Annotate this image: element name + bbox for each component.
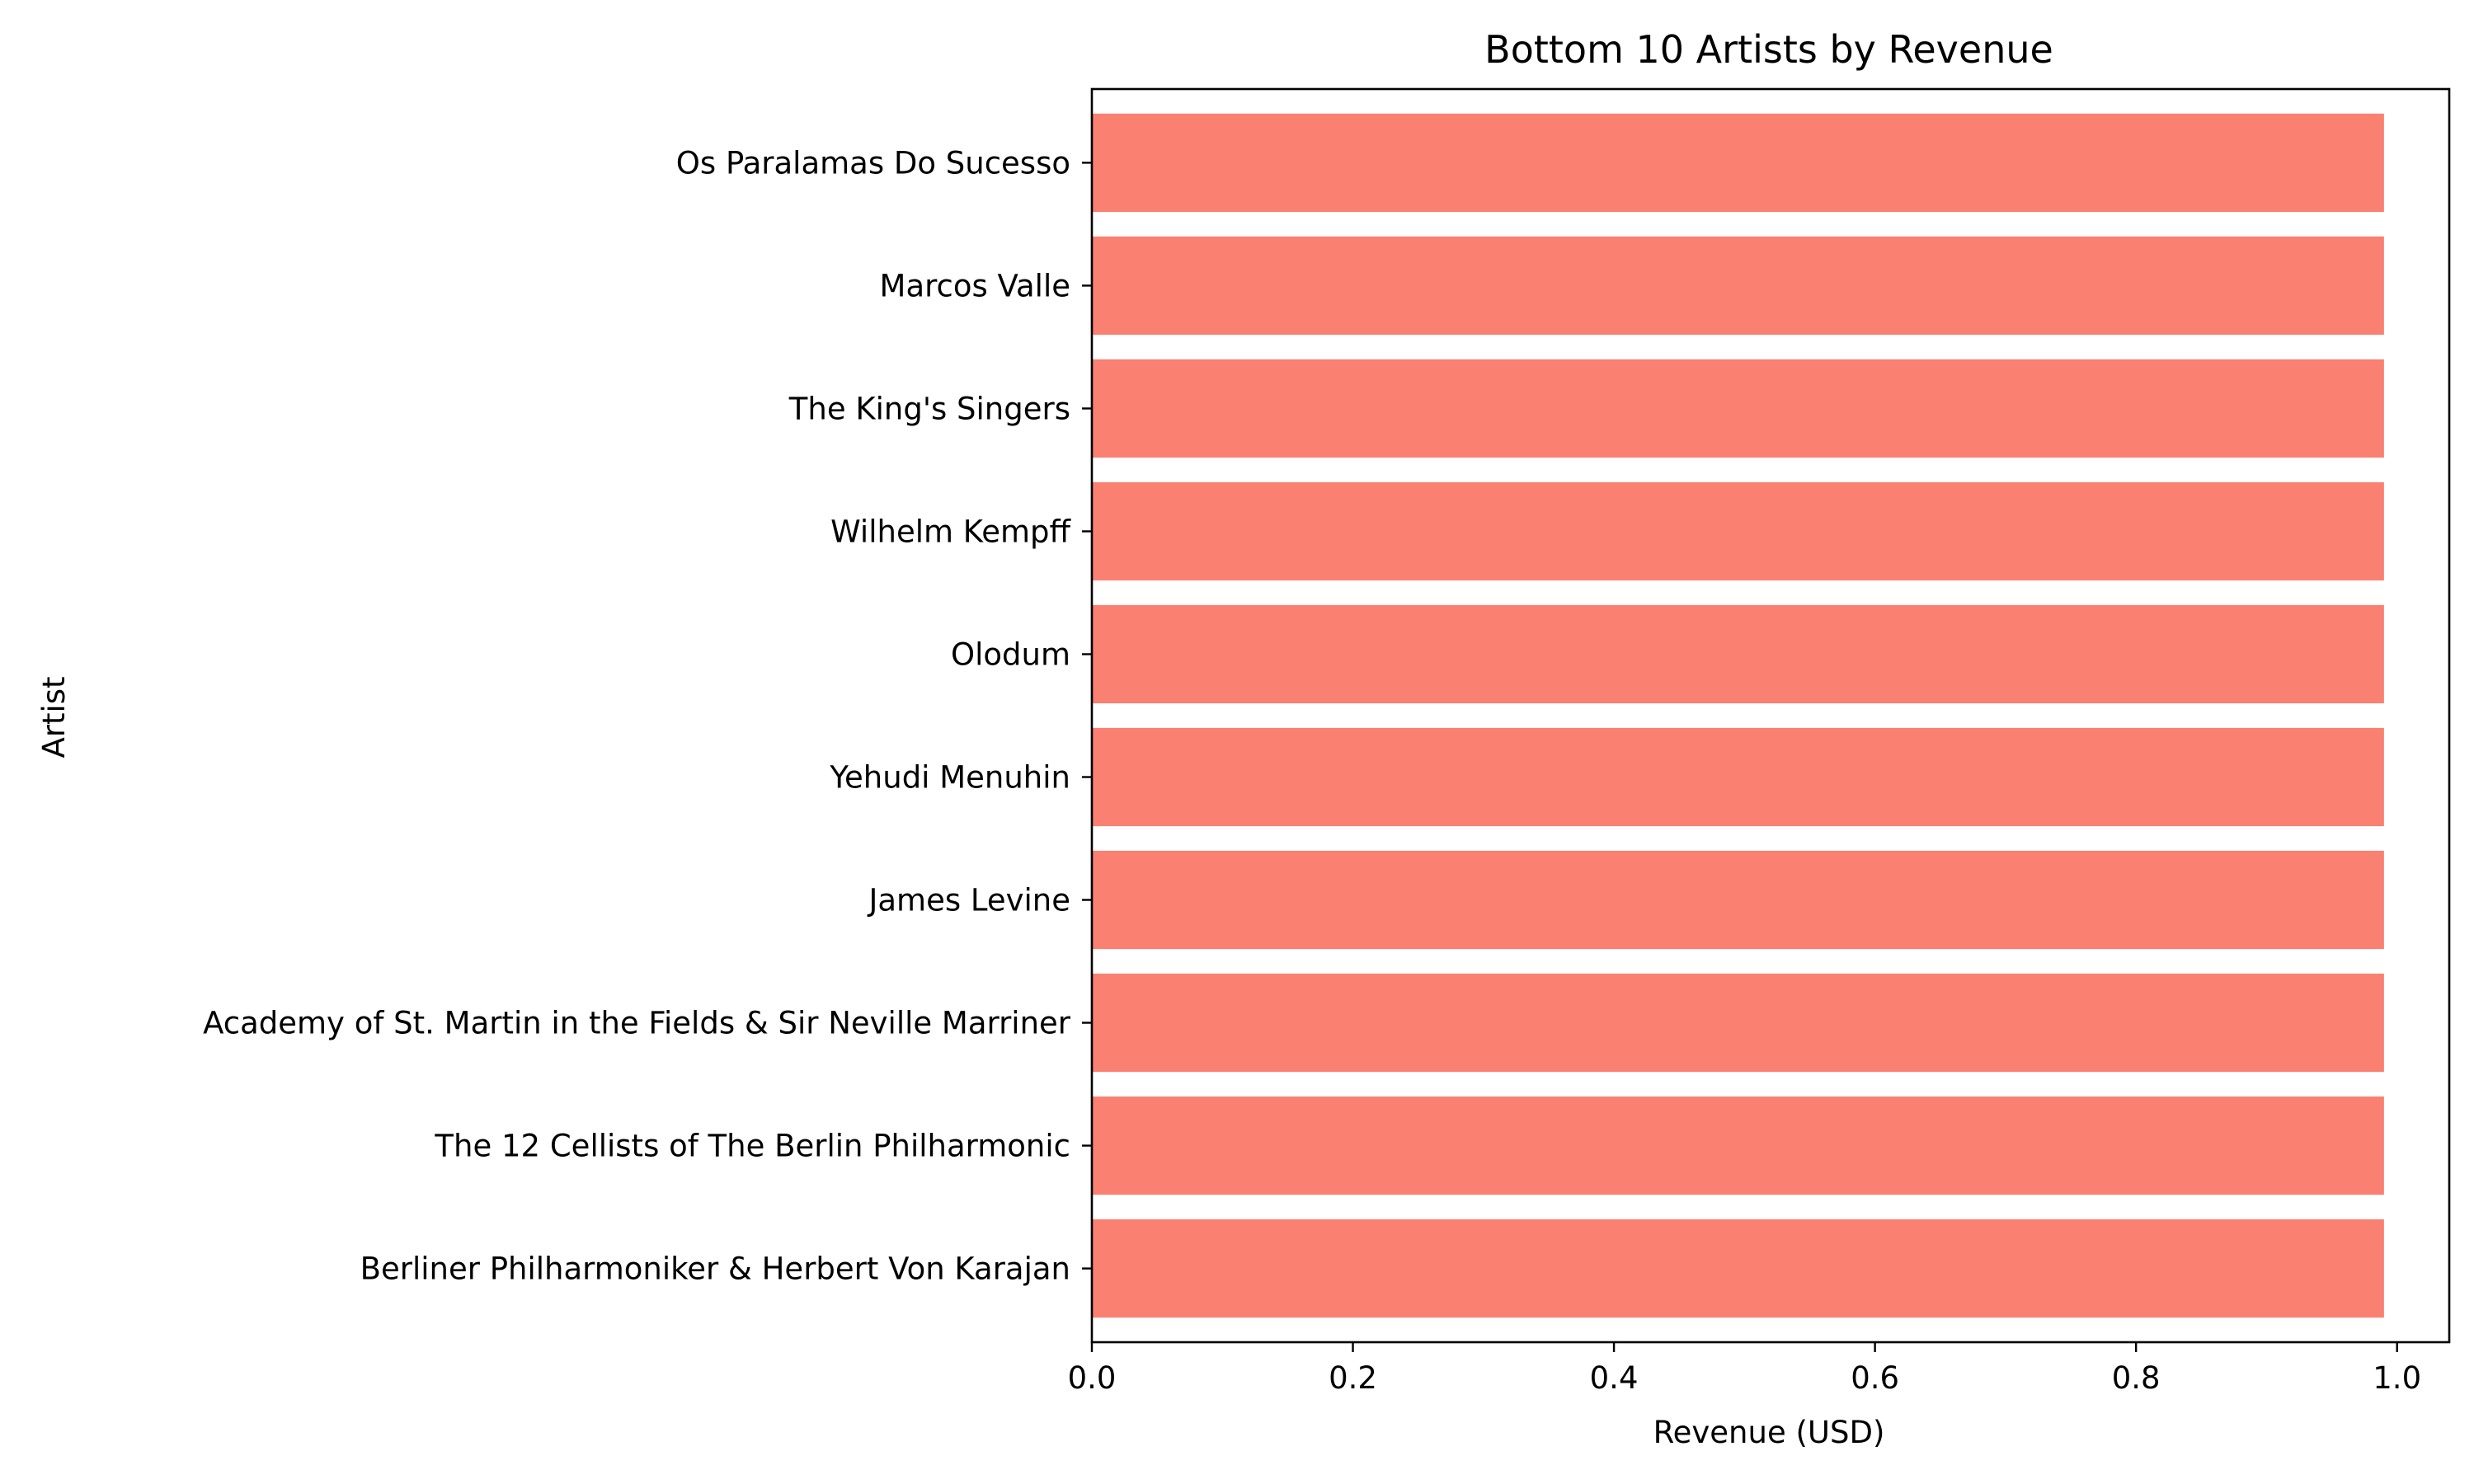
plot-frame	[1090, 87, 2451, 1344]
bar	[1092, 1096, 2384, 1195]
bar	[1092, 727, 2384, 827]
chart-title: Bottom 10 Artists by Revenue	[1484, 27, 2053, 72]
x-axis-ticks: 0.0 0.2 0.4 0.6 0.8 1.0	[1068, 1342, 2421, 1396]
y-tick-label: Marcos Valle	[880, 268, 1070, 303]
y-tick-label: Academy of St. Martin in the Fields & Si…	[203, 1006, 1071, 1041]
bar	[1092, 113, 2384, 213]
x-tick-label: 0.2	[1329, 1360, 1377, 1396]
y-axis-label: Artist	[36, 676, 72, 758]
y-tick-label: The 12 Cellists of The Berlin Philharmon…	[434, 1129, 1070, 1164]
x-tick-label: 1.0	[2373, 1360, 2421, 1396]
y-tick-label: Olodum	[951, 636, 1070, 672]
x-tick-label: 0.4	[1590, 1360, 1639, 1396]
y-tick-label: Yehudi Menuhin	[829, 760, 1070, 796]
x-tick-label: 0.6	[1851, 1360, 1899, 1396]
bars-group	[1092, 113, 2384, 1318]
bar	[1092, 359, 2384, 458]
y-tick-label: Wilhelm Kempff	[830, 514, 1071, 549]
y-axis-ticks: Os Paralamas Do Sucesso Marcos Valle The K…	[203, 145, 1092, 1287]
y-tick-label: Berliner Philharmoniker & Herbert Von Ka…	[360, 1252, 1070, 1287]
x-tick-label: 0.0	[1068, 1360, 1117, 1396]
bar	[1092, 236, 2384, 336]
y-tick-label: Os Paralamas Do Sucesso	[676, 145, 1070, 181]
y-tick-label: The King's Singers	[788, 391, 1070, 426]
bar	[1092, 1219, 2384, 1318]
x-axis-label: Revenue (USD)	[1653, 1415, 1885, 1450]
bar	[1092, 604, 2384, 704]
x-tick-label: 0.8	[2112, 1360, 2161, 1396]
bar	[1092, 850, 2384, 950]
bar	[1092, 481, 2384, 581]
y-tick-label: James Levine	[867, 883, 1070, 918]
bar	[1092, 973, 2384, 1073]
